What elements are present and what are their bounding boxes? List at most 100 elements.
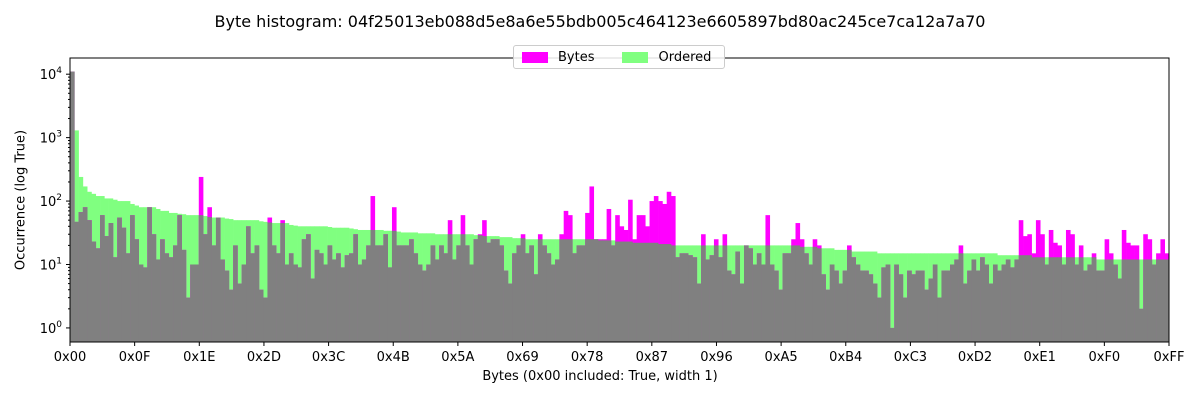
overlap-bar	[460, 234, 466, 342]
overlap-bar	[155, 259, 161, 342]
overlap-bar	[761, 264, 766, 342]
overlap-bar	[241, 264, 247, 342]
overlap-bar	[1035, 257, 1041, 342]
overlap-bar	[112, 257, 118, 342]
overlap-bar	[503, 270, 509, 342]
x-tick-label: 0xC3	[894, 350, 927, 365]
overlap-bar	[679, 253, 685, 342]
overlap-bar	[834, 270, 839, 342]
overlap-bar	[1134, 259, 1140, 342]
overlap-bar	[456, 245, 461, 342]
overlap-bar	[920, 270, 925, 342]
overlap-bar	[877, 297, 882, 342]
overlap-bar	[696, 283, 702, 342]
overlap-bar	[589, 239, 595, 342]
overlap-bar	[177, 215, 182, 342]
overlap-bar	[662, 244, 668, 342]
overlap-bar	[443, 253, 449, 342]
overlap-bar	[1121, 259, 1127, 342]
x-tick-label: 0x87	[636, 350, 669, 365]
overlap-bar	[78, 212, 84, 342]
overlap-bar	[619, 241, 625, 342]
overlap-bar	[452, 259, 457, 342]
overlap-bar	[318, 253, 324, 342]
overlap-bar	[872, 283, 878, 342]
overlap-bar	[1156, 259, 1161, 342]
overlap-bar	[357, 264, 363, 342]
overlap-bar	[520, 238, 526, 342]
x-tick-label: 0xF0	[1088, 350, 1120, 365]
overlap-bar	[168, 257, 174, 342]
overlap-bar	[842, 270, 848, 342]
overlap-bar	[658, 244, 663, 342]
overlap-bar	[215, 217, 221, 342]
x-axis-label: Bytes (0x00 included: True, width 1)	[482, 369, 718, 384]
overlap-bar	[387, 267, 393, 342]
overlap-bar	[164, 253, 170, 342]
overlap-bar	[379, 245, 384, 342]
overlap-bar	[507, 283, 513, 342]
overlap-bar	[701, 245, 706, 342]
overlap-bar	[203, 234, 208, 342]
overlap-bar	[82, 207, 88, 342]
overlap-bar	[812, 246, 818, 342]
overlap-bar	[477, 235, 483, 342]
overlap-bar	[786, 253, 792, 342]
overlap-bar	[924, 289, 929, 342]
overlap-bar	[525, 253, 530, 342]
y-tick-label: 100	[40, 320, 63, 337]
overlap-bar	[653, 242, 659, 342]
overlap-bar	[1061, 264, 1067, 342]
overlap-bar	[1087, 264, 1093, 342]
overlap-bar	[125, 253, 131, 342]
overlap-bar	[1091, 257, 1097, 342]
overlap-bar	[1074, 264, 1080, 342]
overlap-bar	[301, 239, 307, 342]
overlap-bar	[559, 239, 564, 342]
overlap-bar	[464, 245, 470, 342]
x-tick-label: 0x3C	[312, 350, 345, 365]
overlap-bar	[542, 245, 547, 342]
overlap-bar	[426, 264, 431, 342]
overlap-bar	[194, 264, 200, 342]
overlap-bar	[258, 289, 264, 342]
overlap-bar	[992, 264, 998, 342]
overlap-bar	[967, 270, 972, 342]
overlap-bar	[915, 270, 921, 342]
overlap-bar	[314, 249, 320, 342]
overlap-bar	[645, 242, 650, 342]
overlap-bar	[1031, 257, 1037, 342]
overlap-bar	[666, 244, 672, 342]
x-tick-label: 0x69	[506, 350, 539, 365]
overlap-bar	[409, 239, 414, 342]
overlap-bar	[683, 253, 689, 342]
overlap-bar	[1147, 259, 1153, 342]
overlap-bar	[293, 264, 298, 342]
y-tick-label: 103	[40, 130, 62, 147]
overlap-bar	[941, 270, 947, 342]
overlap-bar	[108, 223, 114, 342]
overlap-bar	[233, 245, 238, 342]
overlap-bar	[104, 236, 109, 342]
overlap-bar	[512, 253, 517, 342]
overlap-bar	[585, 239, 590, 342]
overlap-bar	[606, 240, 612, 342]
overlap-bar	[1018, 255, 1024, 342]
overlap-bar	[838, 283, 844, 342]
overlap-bar	[1117, 278, 1123, 342]
y-axis-label: Occurrence (log True)	[13, 129, 29, 271]
overlap-bar	[297, 267, 303, 342]
overlap-bar	[284, 264, 290, 342]
x-tick-label: 0xFF	[1154, 350, 1185, 365]
overlap-bar	[911, 274, 917, 342]
overlap-bar	[422, 270, 427, 342]
overlap-bar	[228, 289, 234, 342]
overlap-bar	[816, 248, 822, 342]
overlap-bar	[932, 264, 938, 342]
overlap-bar	[928, 278, 934, 342]
overlap-bar	[495, 239, 500, 342]
overlap-bar	[344, 255, 350, 342]
overlap-bar	[799, 246, 805, 342]
overlap-bar	[1160, 259, 1166, 342]
overlap-bar	[413, 253, 419, 342]
